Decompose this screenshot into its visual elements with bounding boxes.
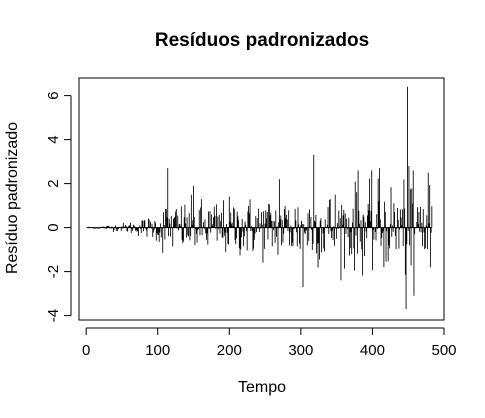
y-tick-label: 2 xyxy=(45,179,62,187)
x-tick-label: 100 xyxy=(145,342,170,359)
x-axis-label: Tempo xyxy=(238,379,286,396)
y-tick-label: -4 xyxy=(45,309,62,322)
y-axis-label: Resíduo padronizado xyxy=(4,122,21,274)
y-tick-label: 4 xyxy=(45,135,62,143)
y-tick-label: -2 xyxy=(45,265,62,278)
y-tick-label: 0 xyxy=(45,223,62,231)
x-tick-label: 400 xyxy=(360,342,385,359)
y-tick-label: 6 xyxy=(45,91,62,99)
x-tick-label: 500 xyxy=(431,342,456,359)
y-axis: -4 -2 0 2 4 6 xyxy=(45,91,72,322)
chart-title: Resíduos padronizados xyxy=(155,30,369,51)
x-tick-label: 0 xyxy=(82,342,90,359)
plot-frame xyxy=(78,77,445,321)
x-tick-label: 300 xyxy=(288,342,313,359)
residual-series xyxy=(86,86,433,309)
x-tick-label: 200 xyxy=(217,342,242,359)
x-axis: 0 100 200 300 400 500 xyxy=(82,327,457,359)
